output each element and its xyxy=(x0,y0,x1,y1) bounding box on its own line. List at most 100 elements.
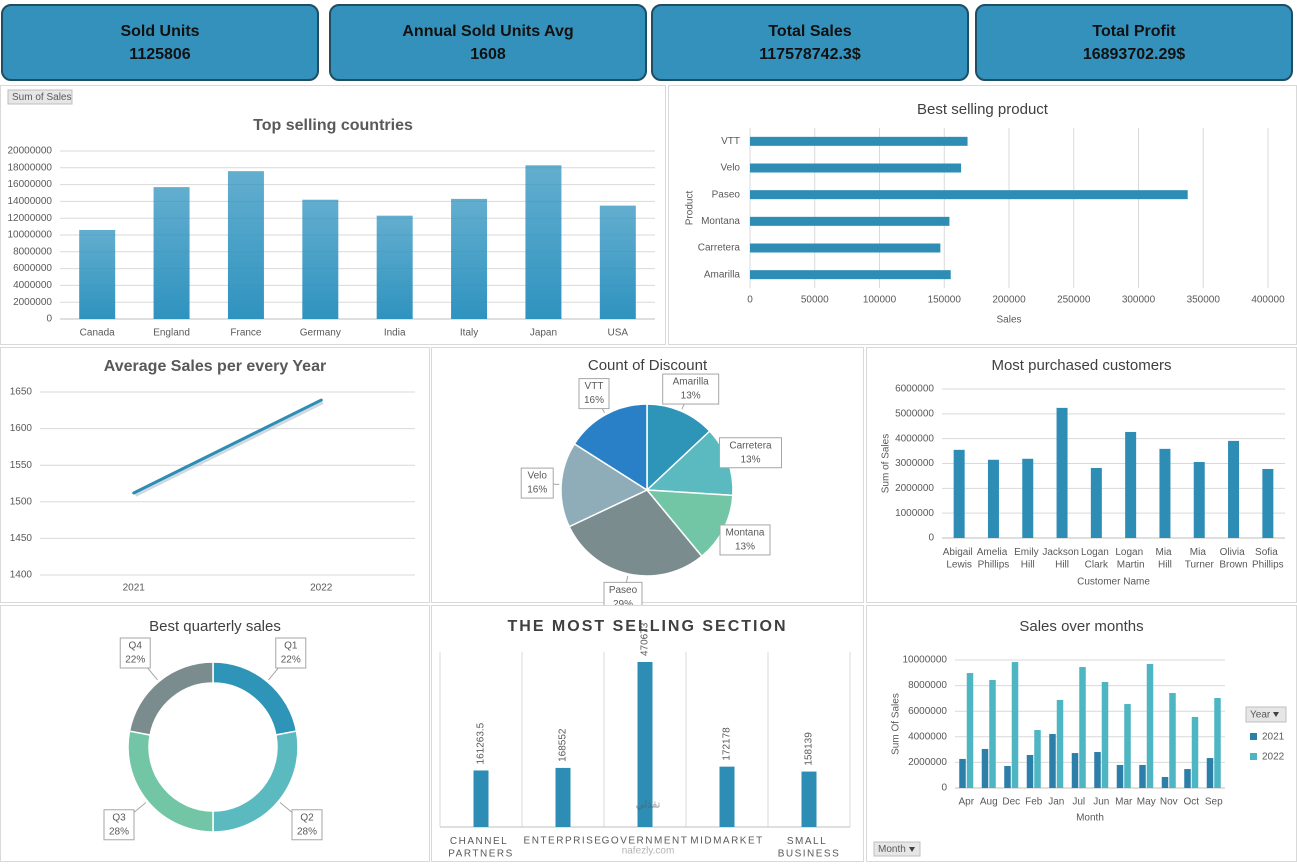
slice-label: VTT xyxy=(585,381,604,392)
x-tick-label: India xyxy=(384,328,406,339)
label-line: Mia xyxy=(1155,547,1174,558)
value-label: 172178 xyxy=(722,727,733,761)
x-tick-label: Jackson Hill xyxy=(1042,547,1081,571)
label-line: Brown xyxy=(1219,559,1247,570)
bar xyxy=(1139,764,1146,788)
x-tick-label: 50000 xyxy=(801,295,829,306)
x-tick-label: 2021 xyxy=(123,583,146,594)
x-tick-label: Logan Clark xyxy=(1081,547,1112,571)
slice-label: Montana xyxy=(726,528,765,539)
slice xyxy=(128,661,214,736)
y-tick-label: Amarilla xyxy=(704,269,741,280)
y-tick-label: Velo xyxy=(721,163,741,174)
x-tick-label: Mia Hill xyxy=(1155,547,1174,571)
label-line: Olivia xyxy=(1220,547,1248,558)
x-tick-label: 250000 xyxy=(1057,295,1091,306)
label-line: PARTNERS xyxy=(448,848,514,859)
slice-value: 28% xyxy=(109,826,129,837)
bar xyxy=(750,163,962,173)
x-tick-label: GOVERNMENT xyxy=(602,836,689,847)
legend-swatch xyxy=(1250,753,1257,760)
legend-title: Year xyxy=(1250,710,1271,721)
x-tick-label: Aug xyxy=(980,797,998,808)
y-tick-label: 1600 xyxy=(10,423,33,434)
y-tick-label: 5000000 xyxy=(895,408,934,419)
x-tick-label: Germany xyxy=(300,328,341,339)
chart-title: THE MOST SELLING SECTION xyxy=(507,618,787,635)
bar xyxy=(1004,765,1011,788)
label-line: Turner xyxy=(1185,559,1215,570)
x-tick-label: Nov xyxy=(1160,797,1178,808)
label-line: Hill xyxy=(1055,559,1069,570)
bar xyxy=(1011,662,1019,788)
dropdown-icon xyxy=(909,847,915,852)
y-tick-label: 8000000 xyxy=(13,246,52,257)
label-line: CHANNEL xyxy=(450,836,512,847)
bar xyxy=(227,171,264,319)
x-tick-label: 350000 xyxy=(1187,295,1221,306)
x-tick-label: Italy xyxy=(460,328,478,339)
y-tick-label: 2000000 xyxy=(13,297,52,308)
bar xyxy=(1026,754,1034,788)
y-tick-label: 10000000 xyxy=(903,655,948,666)
x-axis-title: Month xyxy=(1076,813,1104,824)
dropdown-icon xyxy=(1273,712,1279,717)
value-label: 470673 xyxy=(640,622,651,656)
y-axis-title: Sum Of Sales xyxy=(891,693,902,755)
x-tick-label: CHANNEL PARTNERS xyxy=(448,836,514,860)
x-tick-label: Sofia Phillips xyxy=(1252,547,1284,571)
label-line: Jackson xyxy=(1042,547,1081,558)
bar xyxy=(473,770,489,827)
bar xyxy=(801,771,817,827)
bar xyxy=(1094,752,1101,788)
y-tick-label: 1500 xyxy=(10,496,33,507)
x-tick-label: 100000 xyxy=(863,295,897,306)
bar xyxy=(1071,753,1079,788)
kpi-card xyxy=(329,4,647,81)
slice-label: Paseo xyxy=(609,585,638,596)
legend-label: 2021 xyxy=(1262,732,1285,743)
bar xyxy=(153,187,190,319)
slice-label: Amarilla xyxy=(673,377,710,388)
y-tick-label: 0 xyxy=(46,314,52,325)
bar xyxy=(1146,663,1154,788)
kpi-value: 117578742.3$ xyxy=(759,46,861,63)
watermark: نفذلي xyxy=(636,800,661,811)
x-tick-label: Jul xyxy=(1072,797,1085,808)
value-label: 161263.5 xyxy=(476,722,487,764)
value-label: 168552 xyxy=(558,728,569,762)
line-shadow xyxy=(134,400,324,497)
kpi-card xyxy=(651,4,969,81)
watermark: nafezly.com xyxy=(622,846,675,857)
x-tick-label: 2022 xyxy=(310,583,333,594)
x-tick-label: Oct xyxy=(1183,797,1199,808)
bar xyxy=(1022,458,1034,538)
slice-label: Q1 xyxy=(284,641,298,652)
bar xyxy=(989,679,996,788)
kpi-label: Annual Sold Units Avg xyxy=(402,23,573,40)
x-tick-label: 150000 xyxy=(928,295,962,306)
y-tick-label: 0 xyxy=(928,533,934,544)
y-tick-label: Montana xyxy=(701,216,740,227)
bar xyxy=(1184,769,1191,788)
label-line: Logan xyxy=(1115,547,1146,558)
chart-title: Most purchased customers xyxy=(991,357,1171,374)
kpi-label: Total Sales xyxy=(768,23,851,40)
kpi-label: Sold Units xyxy=(120,23,199,40)
y-tick-label: 1000000 xyxy=(895,508,934,519)
y-tick-label: 16000000 xyxy=(8,179,53,190)
field-button[interactable] xyxy=(7,89,73,105)
kpi-value: 1125806 xyxy=(129,46,191,63)
y-tick-label: 20000000 xyxy=(8,146,53,157)
x-tick-label: Logan Martin xyxy=(1115,547,1146,571)
x-axis-title: Customer Name xyxy=(1077,577,1150,588)
x-tick-label: 0 xyxy=(747,295,753,306)
bar xyxy=(953,449,965,538)
slice-label: Velo xyxy=(527,471,547,482)
kpi-card xyxy=(975,4,1293,81)
legend-filter-button[interactable] xyxy=(1245,706,1287,723)
bar xyxy=(1191,716,1199,788)
field-button[interactable] xyxy=(873,841,921,857)
x-tick-label: Jan xyxy=(1048,797,1064,808)
